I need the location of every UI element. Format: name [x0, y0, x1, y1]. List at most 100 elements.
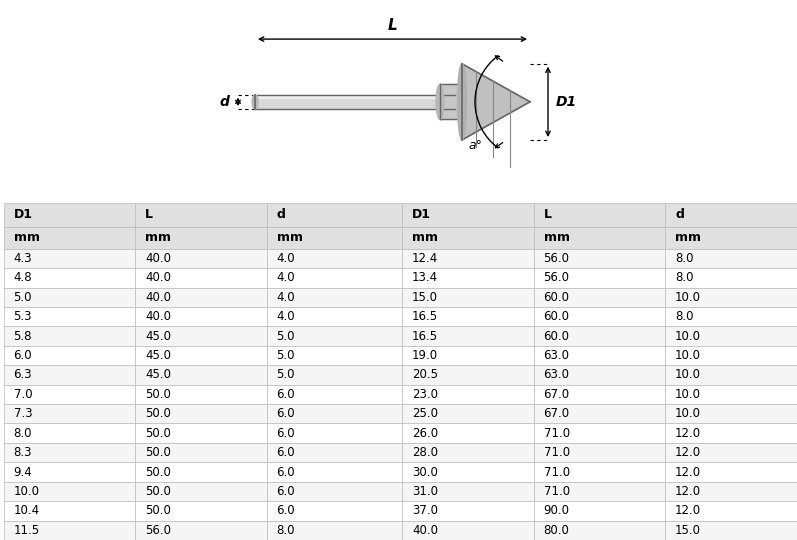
Text: 4.8: 4.8 [14, 272, 32, 285]
Bar [267, 227, 402, 249]
Text: 40.0: 40.0 [145, 291, 171, 304]
Text: mm: mm [277, 231, 303, 244]
Text: 45.0: 45.0 [145, 368, 171, 381]
Bar [135, 326, 267, 346]
Bar [4, 326, 135, 346]
Text: 50.0: 50.0 [145, 504, 171, 517]
Ellipse shape [436, 84, 444, 119]
Text: mm: mm [145, 231, 171, 244]
Bar [267, 202, 402, 227]
Text: 6.0: 6.0 [277, 446, 295, 459]
Bar [4, 501, 135, 521]
Bar [267, 307, 402, 326]
Text: 50.0: 50.0 [145, 465, 171, 478]
Text: 71.0: 71.0 [544, 485, 570, 498]
Bar [135, 307, 267, 326]
Text: 6.0: 6.0 [14, 349, 32, 362]
Bar [665, 384, 797, 404]
Text: 6.0: 6.0 [277, 504, 295, 517]
Text: 6.0: 6.0 [277, 485, 295, 498]
Bar [135, 521, 267, 540]
Bar [402, 384, 534, 404]
Bar [267, 462, 402, 482]
Bar [665, 346, 797, 365]
Bar [534, 521, 665, 540]
Text: 31.0: 31.0 [412, 485, 438, 498]
Text: 19.0: 19.0 [412, 349, 438, 362]
Text: 67.0: 67.0 [544, 388, 570, 401]
Bar [402, 482, 534, 501]
Text: 4.0: 4.0 [277, 291, 295, 304]
Bar [4, 249, 135, 268]
Text: 8.3: 8.3 [14, 446, 32, 459]
Bar [534, 482, 665, 501]
Bar [135, 404, 267, 423]
Bar [665, 404, 797, 423]
Bar [665, 288, 797, 307]
Text: d: d [675, 208, 684, 221]
Text: 12.0: 12.0 [675, 485, 701, 498]
Text: 26.0: 26.0 [412, 427, 438, 440]
Text: 6.3: 6.3 [14, 368, 32, 381]
Text: 90.0: 90.0 [544, 504, 570, 517]
Text: 20.5: 20.5 [412, 368, 438, 381]
Text: 71.0: 71.0 [544, 427, 570, 440]
Text: 7.3: 7.3 [14, 407, 32, 420]
Bar [135, 423, 267, 443]
Text: 5.3: 5.3 [14, 310, 32, 323]
Text: 50.0: 50.0 [145, 407, 171, 420]
Text: 40.0: 40.0 [412, 524, 438, 537]
Bar [4, 346, 135, 365]
Bar [4, 288, 135, 307]
Bar [267, 443, 402, 462]
Bar [534, 423, 665, 443]
Bar [4, 521, 135, 540]
Text: 45.0: 45.0 [145, 329, 171, 342]
Bar [267, 288, 402, 307]
Text: 40.0: 40.0 [145, 272, 171, 285]
Text: 71.0: 71.0 [544, 446, 570, 459]
Bar [402, 404, 534, 423]
Text: D1: D1 [412, 208, 431, 221]
Bar [402, 202, 534, 227]
Bar [665, 462, 797, 482]
Text: 4.0: 4.0 [277, 252, 295, 265]
Text: 10.0: 10.0 [675, 329, 701, 342]
Text: 63.0: 63.0 [544, 349, 570, 362]
Text: a°: a° [468, 139, 482, 152]
Text: 63.0: 63.0 [544, 368, 570, 381]
Bar [665, 202, 797, 227]
Text: 4.0: 4.0 [277, 272, 295, 285]
Bar [135, 268, 267, 288]
Bar [402, 326, 534, 346]
Bar [534, 404, 665, 423]
Text: 8.0: 8.0 [14, 427, 32, 440]
Bar [402, 443, 534, 462]
Bar [4, 404, 135, 423]
Bar [4, 482, 135, 501]
Bar [534, 443, 665, 462]
Text: 5.0: 5.0 [277, 368, 295, 381]
Bar [402, 462, 534, 482]
Bar [402, 268, 534, 288]
Bar [402, 288, 534, 307]
Bar [665, 249, 797, 268]
Bar [4, 384, 135, 404]
Bar [402, 346, 534, 365]
Text: L: L [387, 18, 398, 33]
Ellipse shape [457, 64, 466, 140]
Text: 5.0: 5.0 [277, 329, 295, 342]
Bar [135, 202, 267, 227]
Text: d: d [277, 208, 285, 221]
Text: 10.0: 10.0 [675, 407, 701, 420]
Text: 23.0: 23.0 [412, 388, 438, 401]
Text: 25.0: 25.0 [412, 407, 438, 420]
Bar [135, 501, 267, 521]
Text: 56.0: 56.0 [145, 524, 171, 537]
Text: 6.0: 6.0 [277, 388, 295, 401]
Text: L: L [544, 208, 552, 221]
Bar [267, 482, 402, 501]
Text: 40.0: 40.0 [145, 310, 171, 323]
Bar [665, 423, 797, 443]
Text: 56.0: 56.0 [544, 272, 570, 285]
